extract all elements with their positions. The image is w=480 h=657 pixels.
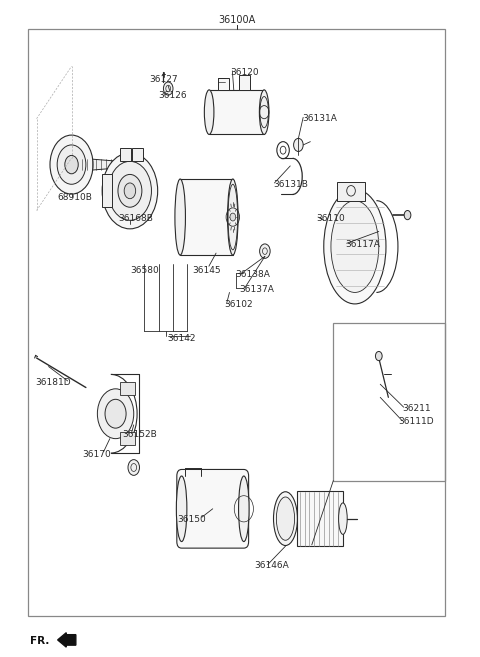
Bar	[120, 382, 135, 396]
Circle shape	[97, 389, 134, 439]
Text: 36127: 36127	[149, 75, 178, 84]
Bar	[120, 432, 135, 445]
Circle shape	[124, 183, 136, 198]
Circle shape	[294, 139, 303, 152]
Text: 36102: 36102	[225, 300, 253, 309]
Text: FR.: FR.	[30, 635, 50, 646]
Bar	[209, 90, 264, 135]
Text: 36100A: 36100A	[218, 15, 255, 26]
Bar	[102, 174, 112, 207]
Text: 36131B: 36131B	[274, 180, 308, 189]
Text: 36137A: 36137A	[239, 284, 274, 294]
Bar	[336, 182, 365, 200]
Circle shape	[375, 351, 382, 361]
Text: 36145: 36145	[192, 266, 221, 275]
Circle shape	[57, 145, 86, 184]
Text: 36170: 36170	[82, 450, 111, 459]
Bar	[120, 148, 131, 162]
Circle shape	[108, 162, 152, 220]
Bar	[239, 76, 250, 90]
Ellipse shape	[228, 179, 238, 255]
Ellipse shape	[259, 90, 269, 135]
Circle shape	[65, 156, 78, 173]
Circle shape	[163, 82, 173, 95]
Text: 36150: 36150	[177, 516, 205, 524]
Text: 36120: 36120	[230, 68, 259, 78]
Ellipse shape	[175, 179, 185, 255]
Ellipse shape	[276, 497, 295, 540]
Text: 36138A: 36138A	[235, 270, 270, 279]
Polygon shape	[78, 158, 120, 171]
Circle shape	[260, 244, 270, 258]
Circle shape	[404, 210, 411, 219]
Text: 36117A: 36117A	[345, 240, 380, 249]
Text: 36580: 36580	[130, 266, 159, 275]
Ellipse shape	[204, 90, 214, 135]
Circle shape	[128, 460, 140, 476]
Text: 36126: 36126	[158, 91, 187, 101]
Bar	[298, 491, 343, 546]
Bar	[218, 78, 229, 90]
Bar	[132, 148, 143, 162]
Ellipse shape	[338, 503, 347, 534]
Circle shape	[50, 135, 93, 194]
Ellipse shape	[239, 476, 249, 541]
Text: 36211: 36211	[403, 404, 432, 413]
Bar	[333, 323, 445, 481]
Ellipse shape	[324, 189, 386, 304]
FancyBboxPatch shape	[177, 470, 249, 548]
Ellipse shape	[176, 476, 187, 541]
Text: 36142: 36142	[167, 334, 196, 344]
Bar	[180, 179, 233, 255]
Circle shape	[105, 399, 126, 428]
Circle shape	[102, 153, 157, 229]
Text: 36110: 36110	[317, 214, 345, 223]
Text: 36168B: 36168B	[118, 214, 153, 223]
Bar	[28, 29, 445, 616]
Text: 36111D: 36111D	[398, 417, 433, 426]
Text: 36131A: 36131A	[302, 114, 337, 124]
Ellipse shape	[331, 200, 379, 292]
Text: 36152B: 36152B	[123, 430, 157, 440]
Text: 36146A: 36146A	[254, 561, 289, 570]
Text: 36181D: 36181D	[35, 378, 71, 387]
Text: 68910B: 68910B	[57, 193, 92, 202]
Ellipse shape	[274, 491, 298, 545]
FancyArrow shape	[58, 633, 76, 647]
Circle shape	[230, 213, 236, 221]
Circle shape	[118, 174, 142, 207]
